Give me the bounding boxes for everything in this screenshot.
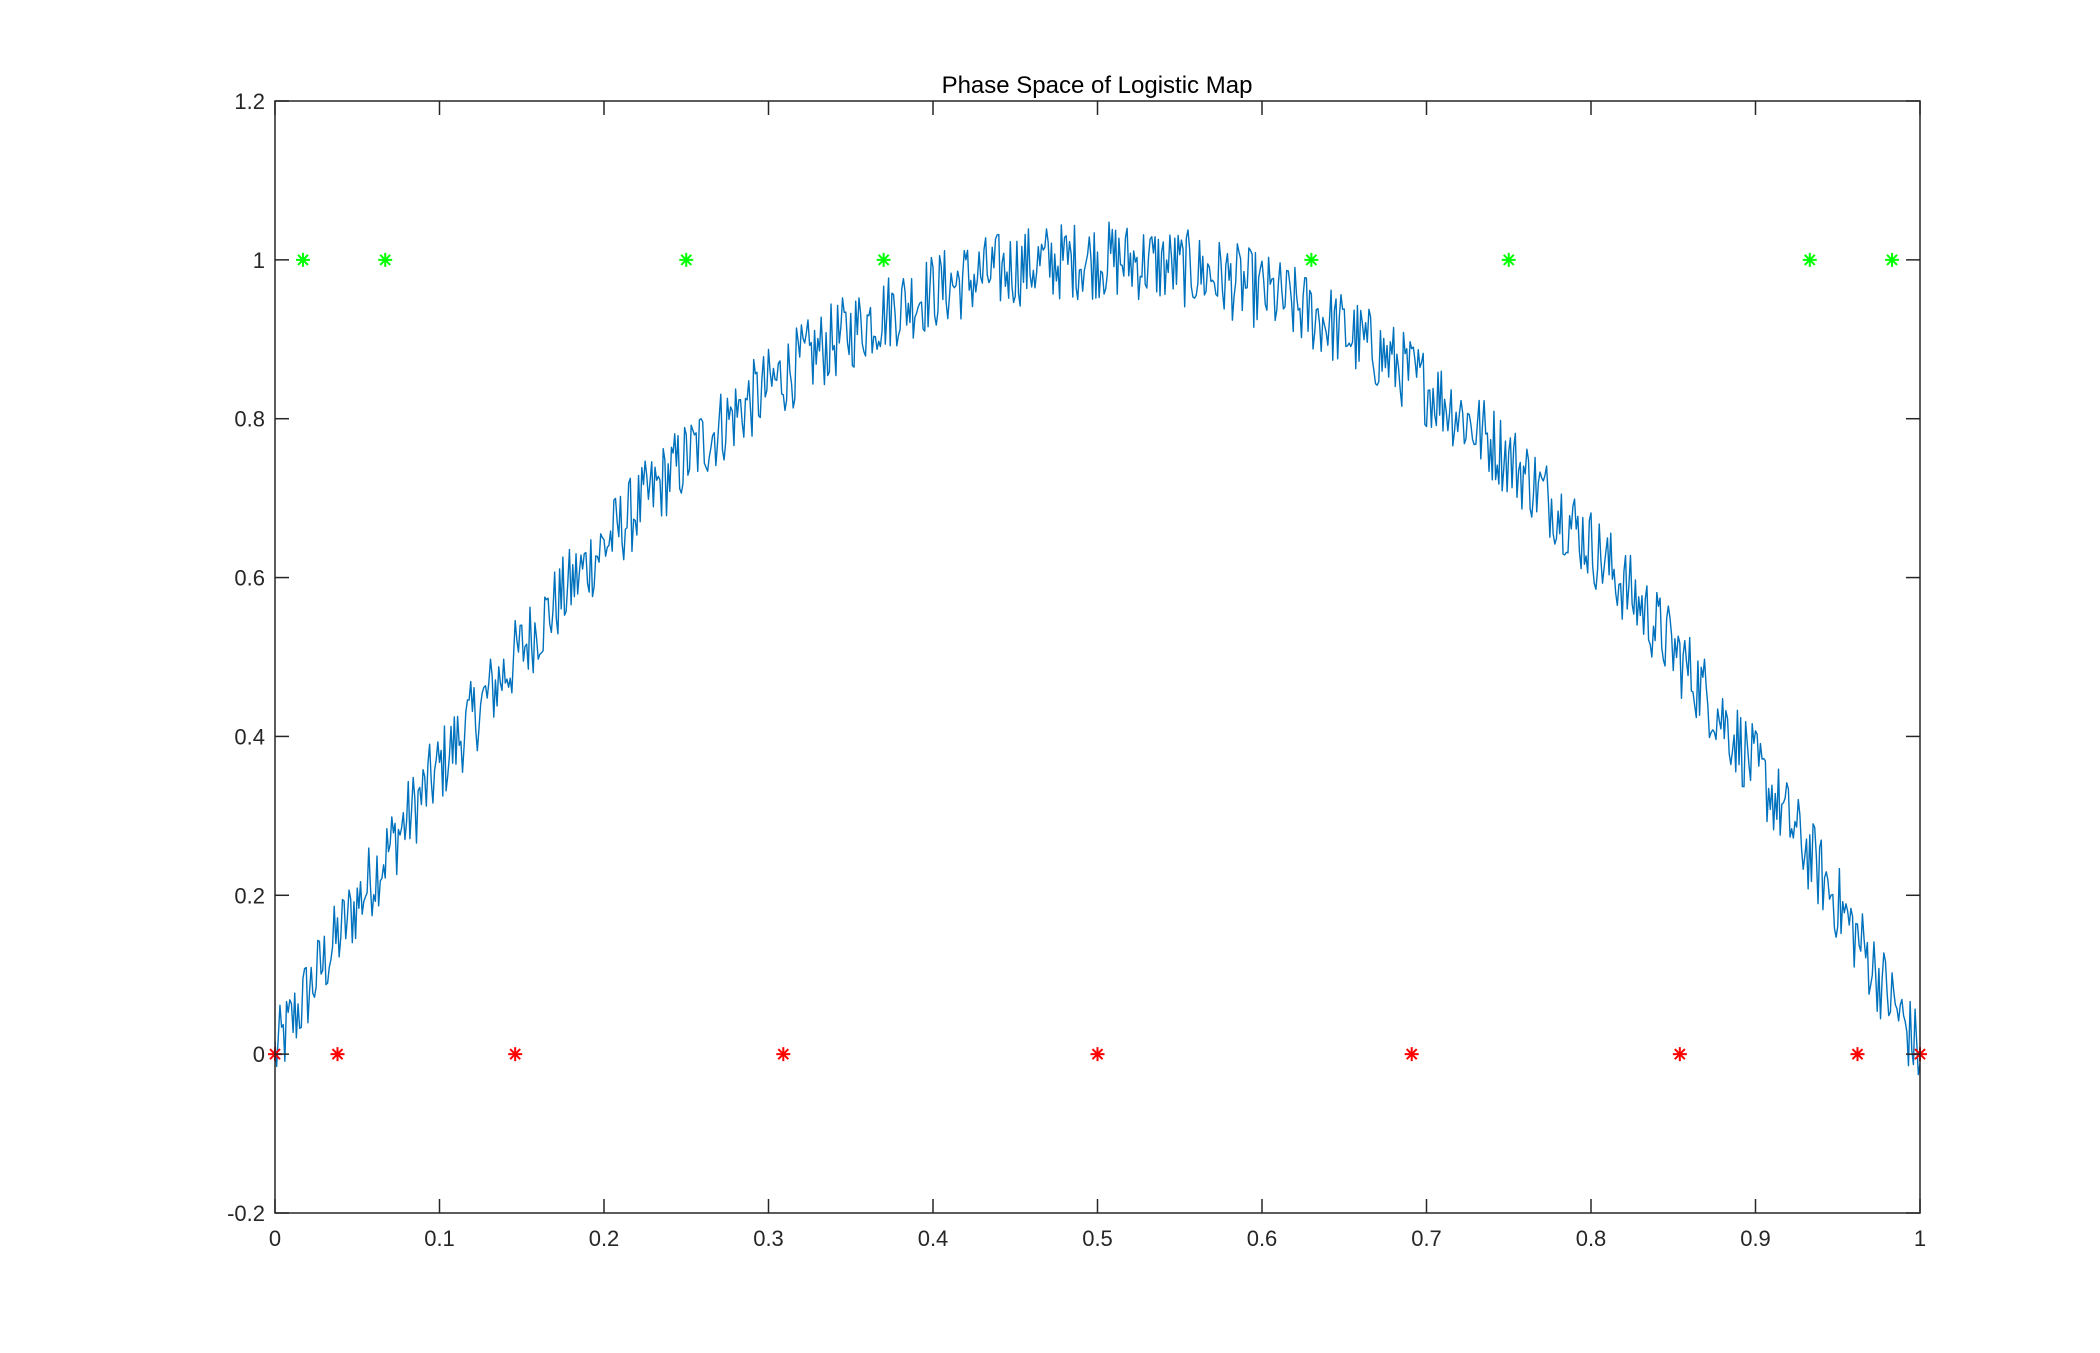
- x-tick-label: 0.9: [1740, 1226, 1771, 1251]
- red-asterisk-marker: [1672, 1047, 1687, 1062]
- y-tick-label: 0.8: [234, 407, 265, 432]
- x-tick-label: 0: [269, 1226, 281, 1251]
- y-tick-label: 0: [253, 1042, 265, 1067]
- green-asterisk-marker: [679, 252, 694, 267]
- x-tick-label: 0.8: [1576, 1226, 1607, 1251]
- tick-layer: 0 0.1 0.2 0.3 0.4 0.5 0.6 0.7 0.8 0.9 1-0.200.20.4…: [227, 89, 1926, 1251]
- asterisk-stroke: [1804, 254, 1816, 266]
- red-asterisk-marker: [1850, 1047, 1865, 1062]
- y-tick-label: 0.6: [234, 566, 265, 591]
- y-tick-label: 1.2: [234, 89, 265, 114]
- x-tick-label: 0.7: [1411, 1226, 1442, 1251]
- green-asterisk-marker: [378, 252, 393, 267]
- asterisk-stroke: [297, 254, 309, 266]
- noisy-logistic-curve: [274, 221, 1921, 1076]
- asterisk-stroke: [1503, 254, 1515, 266]
- y-tick-label: 1: [253, 248, 265, 273]
- asterisk-stroke: [1851, 1048, 1864, 1060]
- red-asterisk-marker: [1404, 1047, 1419, 1062]
- asterisk-stroke: [331, 1048, 344, 1060]
- asterisk-stroke: [680, 254, 692, 266]
- x-tick-label: 0.5: [1082, 1226, 1113, 1251]
- green-asterisk-marker: [1304, 252, 1319, 267]
- green-asterisk-marker: [1501, 252, 1516, 267]
- curve-layer: [274, 221, 1921, 1076]
- red-asterisk-marker: [330, 1047, 345, 1062]
- x-tick-label: 0.1: [424, 1226, 455, 1251]
- asterisk-stroke: [877, 254, 890, 266]
- asterisk-stroke: [1405, 1048, 1418, 1060]
- x-tick-label: 0.2: [589, 1226, 620, 1251]
- red-asterisk-marker: [508, 1047, 523, 1062]
- y-tick-label: 0.2: [234, 883, 265, 908]
- y-tick-label: -0.2: [227, 1201, 265, 1226]
- chart-title: Phase Space of Logistic Map: [942, 72, 1253, 99]
- green-asterisk-marker: [1802, 252, 1817, 267]
- red-asterisk-marker: [776, 1047, 791, 1062]
- x-tick-label: 0.6: [1247, 1226, 1278, 1251]
- asterisk-stroke: [1091, 1048, 1104, 1060]
- axes-background: [275, 101, 1920, 1213]
- x-tick-label: 0.4: [918, 1226, 949, 1251]
- x-tick-label: 1: [1914, 1226, 1926, 1251]
- asterisk-stroke: [1674, 1048, 1686, 1060]
- y-tick-label: 0.4: [234, 724, 265, 749]
- asterisk-stroke: [509, 1048, 521, 1060]
- asterisk-stroke: [1886, 254, 1898, 266]
- asterisk-stroke: [379, 254, 391, 266]
- red-asterisk-marker: [1090, 1047, 1105, 1062]
- green-asterisk-marker: [295, 252, 310, 267]
- asterisk-stroke: [777, 1048, 790, 1060]
- asterisk-stroke: [1305, 254, 1318, 266]
- green-asterisk-marker: [1885, 252, 1900, 267]
- x-tick-label: 0.3: [753, 1226, 784, 1251]
- green-asterisk-marker: [876, 252, 891, 267]
